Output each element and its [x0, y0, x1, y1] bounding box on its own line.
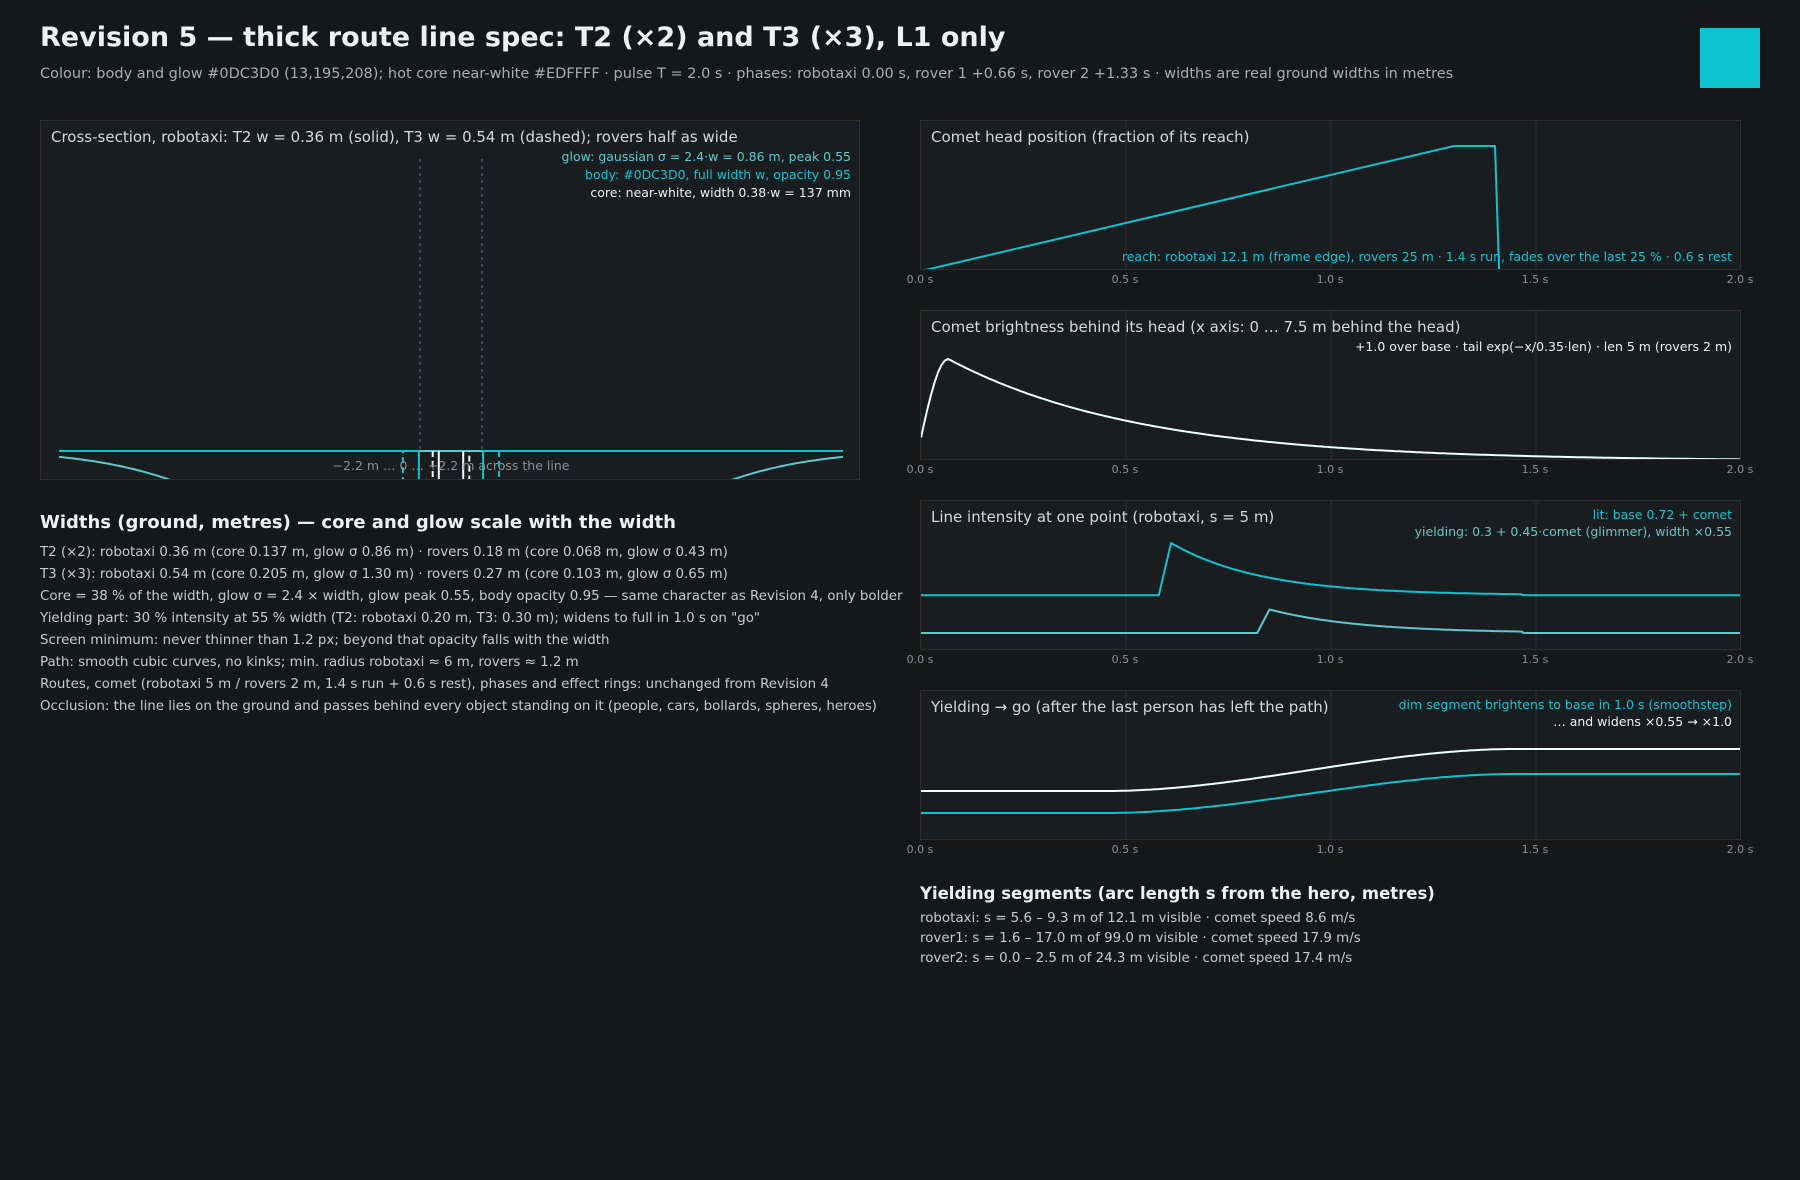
- glow-note: glow: gaussian σ = 2.4·w = 0.86 m, peak …: [561, 149, 851, 164]
- body-outline-t3: [59, 450, 843, 479]
- brightness-tick: 2.0 s: [1726, 463, 1754, 476]
- head-position-tick: 0.5 s: [1111, 273, 1139, 286]
- brightness-title: Comet brightness behind its head (x axis…: [931, 318, 1461, 336]
- yielding-note-widen: … and widens ×0.55 → ×1.0: [1553, 714, 1732, 729]
- head-position-title: Comet head position (fraction of its rea…: [931, 128, 1250, 146]
- head-position-line: [925, 145, 1501, 269]
- segment-line-robotaxi: robotaxi: s = 5.6 – 9.3 m of 12.1 m visi…: [920, 911, 1356, 926]
- brightness-tick: 0.0 s: [906, 463, 934, 476]
- intensity-plot: [921, 501, 1740, 649]
- intensity-note-lit: lit: base 0.72 + comet: [1592, 507, 1732, 522]
- head-position-panel: Comet head position (fraction of its rea…: [920, 120, 1741, 270]
- widths-title: Widths (ground, metres) — core and glow …: [40, 512, 676, 533]
- page-title: Revision 5 — thick route line spec: T2 (…: [40, 22, 1006, 53]
- brightness-plot: [921, 311, 1740, 459]
- intensity-tick: 1.5 s: [1521, 653, 1549, 666]
- yielding-panel: Yielding → go (after the last person has…: [920, 690, 1741, 840]
- core-note: core: near-white, width 0.38·w = 137 mm: [590, 185, 851, 200]
- head-position-tick: 1.5 s: [1521, 273, 1549, 286]
- widths-line: Screen minimum: never thinner than 1.2 p…: [40, 633, 610, 648]
- intensity-line: [921, 773, 1740, 814]
- intensity-note-yielding: yielding: 0.3 + 0.45·comet (glimmer), wi…: [1414, 524, 1732, 539]
- widths-line: Path: smooth cubic curves, no kinks; min…: [40, 655, 579, 670]
- widths-line: T3 (×3): robotaxi 0.54 m (core 0.205 m, …: [40, 567, 728, 582]
- brightness-tick: 0.5 s: [1111, 463, 1139, 476]
- widths-line: Routes, comet (robotaxi 5 m / rovers 2 m…: [40, 677, 829, 692]
- segments-list: robotaxi: s = 5.6 – 9.3 m of 12.1 m visi…: [920, 909, 1361, 969]
- intensity-title: Line intensity at one point (robotaxi, s…: [931, 508, 1275, 526]
- intensity-tick: 2.0 s: [1726, 653, 1754, 666]
- yielding-tick: 0.5 s: [1111, 843, 1139, 856]
- brightness-tick: 1.5 s: [1521, 463, 1549, 476]
- segment-line-rover2: rover2: s = 0.0 – 2.5 m of 24.3 m visibl…: [920, 951, 1353, 966]
- cross-section-panel: Cross-section, robotaxi: T2 w = 0.36 m (…: [40, 120, 860, 480]
- yielding-intensity-line: [921, 608, 1740, 634]
- brightness-line: [921, 358, 1740, 459]
- widths-line: Occlusion: the line lies on the ground a…: [40, 699, 877, 714]
- yielding-note-brighten: dim segment brightens to base in 1.0 s (…: [1398, 697, 1732, 712]
- cross-section-plot: [58, 159, 844, 479]
- head-position-tick: 0.0 s: [906, 273, 934, 286]
- widths-list: T2 (×2): robotaxi 0.36 m (core 0.137 m, …: [40, 542, 903, 718]
- body-note: body: #0DC3D0, full width w, opacity 0.9…: [585, 167, 851, 182]
- yielding-tick: 2.0 s: [1726, 843, 1754, 856]
- yielding-tick: 1.5 s: [1521, 843, 1549, 856]
- brightness-tick: 1.0 s: [1316, 463, 1344, 476]
- intensity-panel: Line intensity at one point (robotaxi, s…: [920, 500, 1741, 650]
- page-subtitle: Colour: body and glow #0DC3D0 (13,195,20…: [40, 66, 1454, 82]
- widths-line: Yielding part: 30 % intensity at 55 % wi…: [40, 611, 761, 626]
- widths-line: Core = 38 % of the width, glow σ = 2.4 ×…: [40, 589, 903, 604]
- segments-title: Yielding segments (arc length s from the…: [920, 884, 1435, 903]
- intensity-tick: 0.5 s: [1111, 653, 1139, 666]
- brightness-note: +1.0 over base · tail exp(−x/0.35·len) ·…: [1354, 339, 1732, 354]
- head-position-tick: 1.0 s: [1316, 273, 1344, 286]
- cross-section-title: Cross-section, robotaxi: T2 w = 0.36 m (…: [51, 128, 738, 146]
- segment-line-rover1: rover1: s = 1.6 – 17.0 m of 99.0 m visib…: [920, 931, 1361, 946]
- width-line: [921, 748, 1740, 792]
- widths-line: T2 (×2): robotaxi 0.36 m (core 0.137 m, …: [40, 545, 728, 560]
- head-position-tick: 2.0 s: [1726, 273, 1754, 286]
- colour-swatch: [1700, 28, 1760, 88]
- lit-intensity-line: [921, 542, 1740, 597]
- yielding-plot: [921, 691, 1740, 839]
- cross-section-xlabel: −2.2 m … 0 … +2.2 m across the line: [332, 458, 570, 473]
- intensity-tick: 1.0 s: [1316, 653, 1344, 666]
- yielding-tick: 1.0 s: [1316, 843, 1344, 856]
- body-outline-t2: [59, 450, 843, 479]
- yielding-title: Yielding → go (after the last person has…: [931, 698, 1329, 716]
- yielding-tick: 0.0 s: [906, 843, 934, 856]
- head-position-plot: [925, 121, 1537, 269]
- brightness-panel: Comet brightness behind its head (x axis…: [920, 310, 1741, 460]
- head-position-note: reach: robotaxi 12.1 m (frame edge), rov…: [1121, 249, 1732, 264]
- intensity-tick: 0.0 s: [906, 653, 934, 666]
